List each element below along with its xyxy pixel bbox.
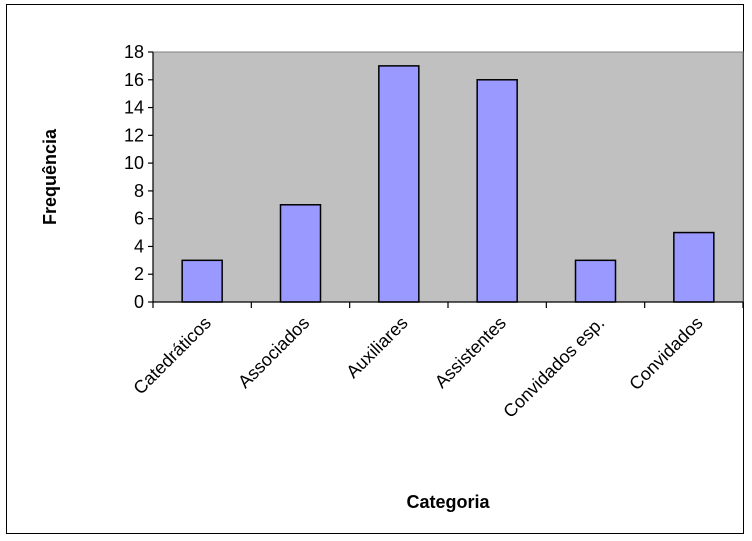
bar-1 <box>279 204 322 303</box>
bar-4 <box>574 259 617 303</box>
bar-3 <box>476 79 518 303</box>
bars-group <box>181 65 715 303</box>
y-tick-label: 14 <box>124 98 144 118</box>
x-category-label: Catedráticos <box>129 313 215 399</box>
x-category-label: Assistentes <box>431 313 510 392</box>
y-tick-label: 10 <box>124 153 144 173</box>
y-tick-label: 0 <box>134 292 144 312</box>
y-tick-label: 8 <box>134 181 144 201</box>
y-tick-label: 4 <box>134 236 144 256</box>
y-tick-label: 2 <box>134 264 144 284</box>
x-category-label: Convidados esp. <box>499 313 608 422</box>
x-axis: Catedráticos Associados Auxiliares Assisten… <box>129 301 744 422</box>
plot-area <box>152 51 744 303</box>
y-tick-label: 16 <box>124 70 144 90</box>
y-axis: 0 2 4 6 8 10 12 14 16 18 <box>124 42 154 312</box>
y-tick-label: 6 <box>134 209 144 229</box>
y-axis-title: Frequência <box>40 128 60 225</box>
bar-5 <box>673 231 715 303</box>
x-category-label: Associados <box>234 313 313 392</box>
x-category-label: Convidados <box>625 313 706 394</box>
y-tick-label: 12 <box>124 125 144 145</box>
x-axis-title: Categoria <box>406 492 490 512</box>
x-category-label: Auxiliares <box>342 313 411 382</box>
bar-0 <box>181 259 223 303</box>
y-tick-label: 18 <box>124 42 144 62</box>
bar-2 <box>378 65 420 303</box>
